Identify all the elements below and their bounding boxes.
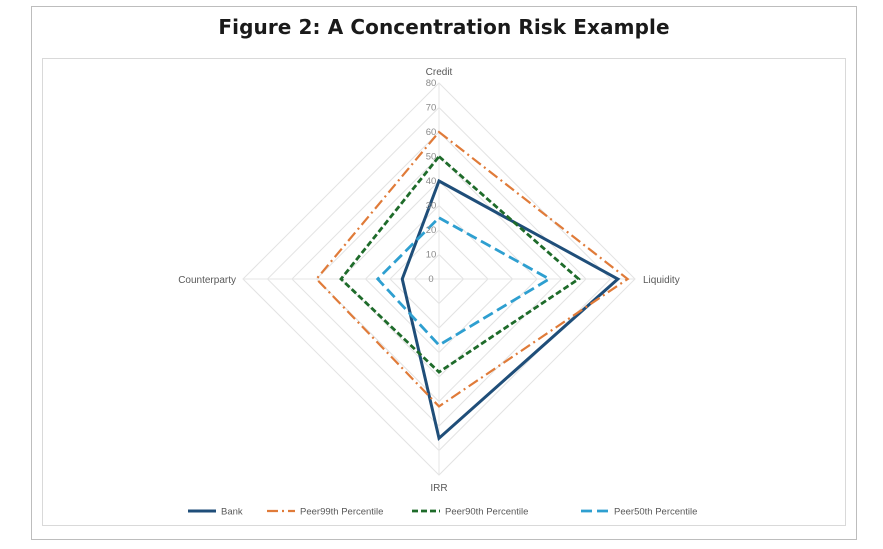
tick-label-60: 60 — [426, 127, 437, 138]
tick-label-30: 30 — [426, 201, 437, 212]
series-line-0 — [400, 178, 621, 442]
tick-label-70: 70 — [426, 103, 437, 114]
legend-label-3: Peer50th Percentile — [614, 507, 697, 518]
tick-label-40: 40 — [426, 176, 437, 187]
axis-label-counterparty: Counterparty — [178, 275, 236, 286]
tick-label-0: 0 — [428, 274, 433, 285]
legend-label-1: Peer99th Percentile — [300, 507, 383, 518]
figure-title: Figure 2: A Concentration Risk Example — [218, 15, 670, 39]
series-line-2 — [339, 154, 581, 374]
tick-label-10: 10 — [426, 250, 437, 261]
axis-label-liquidity: Liquidity — [643, 275, 680, 286]
legend-label-0: Bank — [221, 507, 243, 518]
tick-label-20: 20 — [426, 225, 437, 236]
axis-label-credit: Credit — [426, 67, 453, 78]
series-line-3 — [375, 216, 553, 347]
series-line-1 — [315, 130, 630, 408]
tick-label-50: 50 — [426, 152, 437, 163]
chart-area: 0 10 20 30 40 50 60 70 80 Credit Liquidity IRR Count… — [42, 58, 846, 526]
tick-label-80: 80 — [426, 78, 437, 89]
axis-label-irr: IRR — [430, 483, 447, 494]
legend-label-2: Peer90th Percentile — [445, 507, 528, 518]
